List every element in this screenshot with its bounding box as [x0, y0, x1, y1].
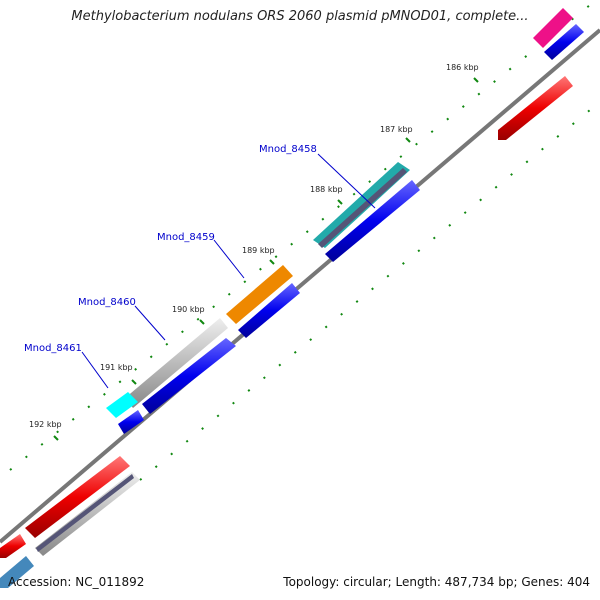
feature-blue-188	[325, 180, 420, 262]
major-tick-186	[473, 77, 479, 83]
tick-label-190: 190 kbp	[172, 305, 205, 314]
feature-orange-mnod8459	[226, 265, 293, 324]
outer-feature-track	[0, 8, 573, 558]
tick-label-187: 187 kbp	[380, 125, 413, 134]
map-stats-label: Topology: circular; Length: 487,734 bp; …	[283, 575, 590, 589]
inner-tick-track	[139, 109, 591, 481]
feature-slate-stripe	[318, 168, 407, 248]
backbone-line	[0, 28, 600, 544]
tick-label-192: 192 kbp	[29, 420, 62, 429]
gene-label-mnod8459[interactable]: Mnod_8459	[157, 232, 215, 243]
leader-mnod8461	[81, 351, 109, 389]
outer-tick-track	[9, 4, 591, 471]
gene-leader-lines	[81, 153, 376, 389]
major-tick-189	[269, 259, 275, 265]
tick-label-186: 186 kbp	[446, 63, 479, 72]
leader-mnod8460	[134, 305, 166, 341]
feature-blue-190	[238, 283, 300, 338]
gene-label-mnod8461[interactable]: Mnod_8461	[24, 343, 82, 354]
leader-mnod8458	[317, 153, 376, 209]
major-tick-marks	[53, 77, 479, 441]
feature-steel-left	[0, 556, 34, 588]
tick-dot-tracks	[9, 4, 591, 481]
map-title: Methylobacterium nodulans ORS 2060 plasm…	[71, 9, 529, 24]
gene-labels: Mnod_8458 Mnod_8459 Mnod_8460 Mnod_8461	[24, 144, 317, 354]
accession-label: Accession: NC_011892	[8, 575, 145, 589]
leader-mnod8459	[213, 239, 245, 279]
tick-label-189: 189 kbp	[242, 246, 275, 255]
feature-blue-small	[118, 410, 144, 434]
feature-red-outer	[25, 456, 130, 538]
major-tick-191	[131, 379, 137, 385]
gene-label-mnod8458[interactable]: Mnod_8458	[259, 144, 317, 155]
inner-feature-track	[0, 24, 584, 588]
feature-blue-191	[142, 338, 236, 414]
feature-gray-mnod8460	[125, 318, 228, 408]
tick-label-191: 191 kbp	[100, 363, 133, 372]
tick-label-188: 188 kbp	[310, 185, 343, 194]
major-tick-190	[199, 319, 205, 325]
gene-label-mnod8460[interactable]: Mnod_8460	[78, 297, 136, 308]
feature-red-left	[0, 534, 26, 558]
feature-blue-top	[544, 24, 584, 60]
major-tick-188	[337, 199, 343, 205]
major-tick-187	[405, 137, 411, 143]
feature-cyan-mnod8461	[106, 392, 138, 418]
major-tick-192	[53, 435, 59, 441]
feature-red-inner	[498, 76, 573, 140]
feature-pink	[533, 8, 573, 48]
feature-slate-inner-stripe	[36, 474, 134, 552]
tick-labels: 186 kbp 187 kbp 188 kbp 189 kbp 190 kbp …	[29, 63, 479, 429]
